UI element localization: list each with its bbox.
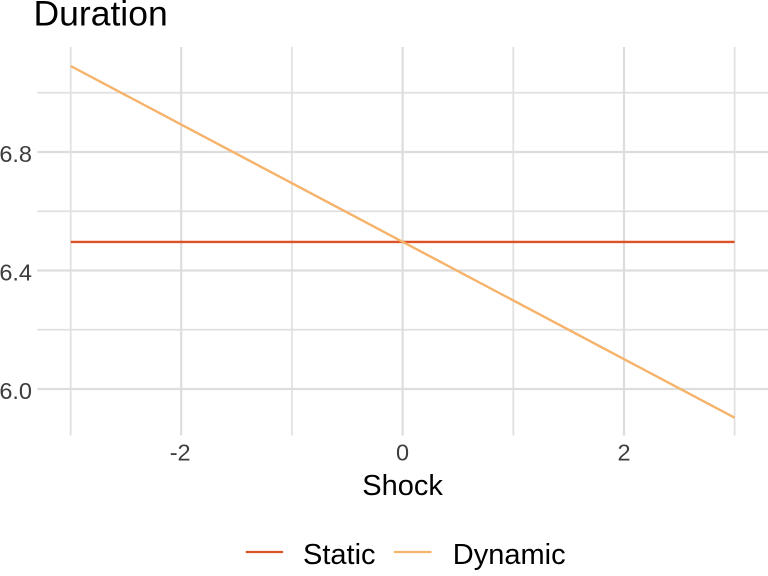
svg-text:Dynamic: Dynamic bbox=[453, 539, 566, 571]
svg-text:Duration: Duration bbox=[34, 0, 168, 34]
svg-text:2: 2 bbox=[617, 440, 630, 466]
svg-text:6.0: 6.0 bbox=[0, 378, 32, 404]
svg-text:Static: Static bbox=[303, 539, 376, 571]
svg-text:0: 0 bbox=[396, 440, 409, 466]
svg-text:6.4: 6.4 bbox=[0, 260, 32, 286]
svg-text:6.8: 6.8 bbox=[0, 141, 32, 167]
svg-text:-2: -2 bbox=[170, 440, 191, 466]
svg-text:Shock: Shock bbox=[362, 470, 443, 502]
